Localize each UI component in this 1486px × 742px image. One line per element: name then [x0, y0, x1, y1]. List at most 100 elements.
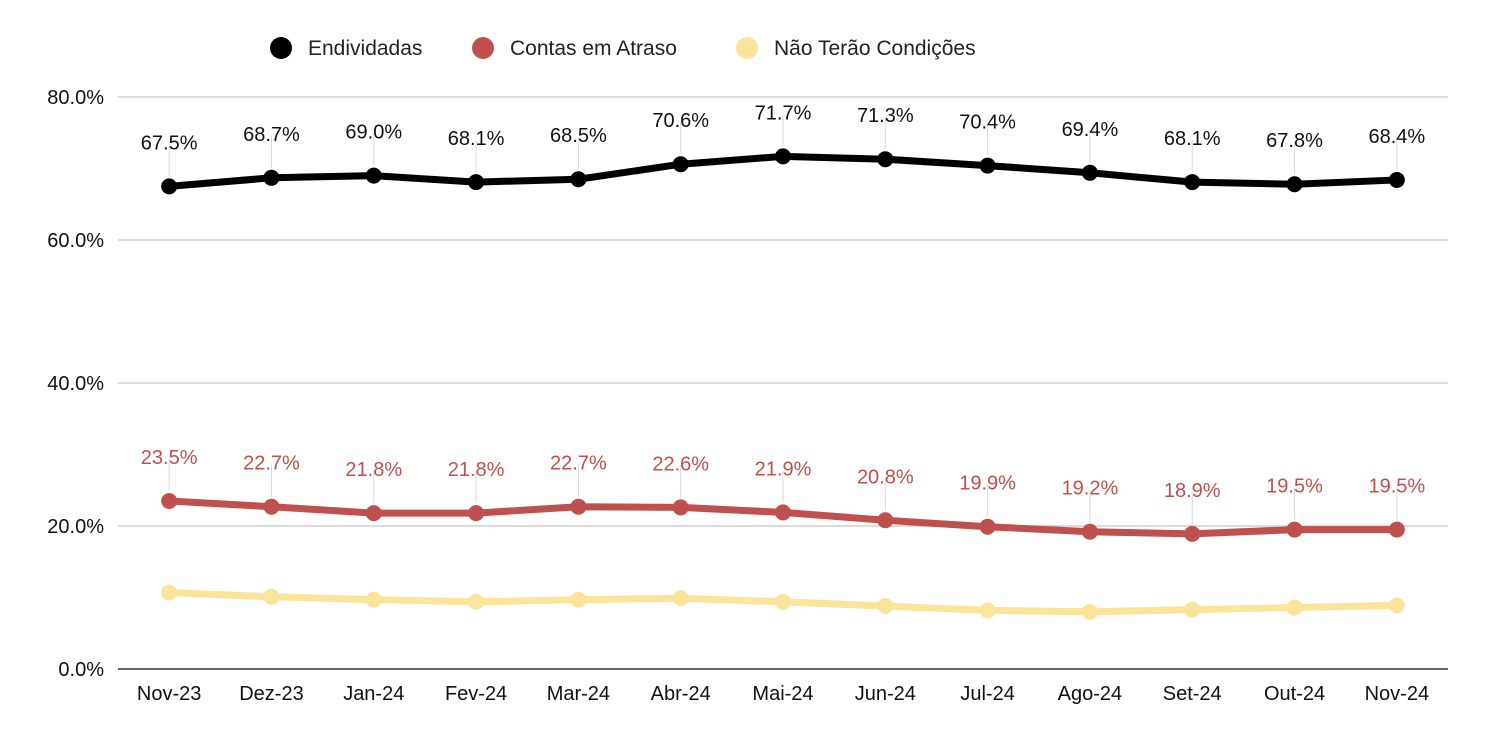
data-point [1081, 523, 1098, 540]
data-point [877, 598, 894, 615]
data-label: 70.6% [652, 110, 709, 132]
data-label: 69.4% [1062, 119, 1119, 141]
data-point [570, 498, 587, 515]
x-tick-label: Out-24 [1264, 683, 1325, 705]
data-label: 19.5% [1368, 476, 1425, 498]
legend-marker [736, 37, 758, 59]
data-point [570, 591, 587, 608]
data-label: 70.4% [959, 112, 1016, 134]
x-axis-ticks: Nov-23 Dez-23 Jan-24 Fev-24 Mar-24 Abr-24 Mai-… [137, 683, 1429, 705]
x-tick-label: Mai-24 [752, 683, 813, 705]
x-tick-label: Fev-24 [445, 683, 507, 705]
x-tick-label: Ago-24 [1058, 683, 1123, 705]
data-point [672, 590, 689, 607]
data-label: 21.8% [448, 459, 505, 481]
data-point [979, 157, 996, 174]
data-point [1388, 521, 1405, 538]
data-point [263, 498, 280, 515]
series-3 [161, 584, 1405, 620]
data-point [161, 492, 178, 509]
data-point [468, 593, 485, 610]
data-point [877, 512, 894, 529]
data-label: 21.9% [755, 458, 812, 480]
data-label: 22.6% [652, 453, 709, 475]
data-point [263, 588, 280, 605]
data-point [672, 499, 689, 516]
data-label: 19.2% [1062, 478, 1119, 500]
legend-item: Não Terão Condições [736, 37, 976, 60]
y-tick-label: 60.0% [47, 230, 104, 252]
data-point [775, 504, 791, 521]
data-label: 69.0% [345, 122, 402, 144]
legend-label: Não Terão Condições [774, 37, 976, 60]
data-point [1184, 525, 1201, 542]
y-axis-ticks: 0.0% 20.0% 40.0% 60.0% 80.0% [47, 87, 104, 681]
data-point [979, 518, 996, 535]
data-point [1184, 601, 1201, 618]
x-tick-label: Nov-24 [1365, 683, 1429, 705]
y-tick-label: 80.0% [47, 87, 104, 109]
data-label: 67.8% [1266, 130, 1323, 152]
y-tick-label: 0.0% [58, 659, 104, 681]
x-tick-label: Dez-23 [239, 683, 303, 705]
data-point [365, 167, 382, 184]
legend-item: Endividadas [270, 37, 422, 60]
series-1: 67.5% 68.7% 69.0% 68.1% 68.5% 70.6% 71.7% 71.3%… [141, 102, 1425, 195]
data-point [877, 151, 894, 168]
data-point [775, 148, 791, 165]
data-point [161, 584, 178, 601]
y-tick-label: 40.0% [47, 373, 104, 395]
x-tick-label: Nov-23 [137, 683, 201, 705]
data-label: 18.9% [1164, 480, 1221, 502]
data-point [979, 602, 996, 619]
data-point [161, 178, 178, 195]
legend-label: Endividadas [308, 37, 422, 60]
data-label: 71.7% [755, 102, 812, 124]
data-point [1286, 176, 1303, 193]
data-point [1184, 174, 1201, 191]
data-point [775, 593, 791, 610]
data-label: 20.8% [857, 466, 914, 488]
data-label: 71.3% [857, 105, 914, 127]
data-point [1286, 521, 1303, 538]
legend-item: Contas em Atraso [472, 37, 677, 60]
data-point [1081, 164, 1098, 181]
data-point [672, 156, 689, 173]
data-label: 68.1% [448, 128, 505, 150]
data-label: 68.5% [550, 125, 607, 147]
series-2: 23.5% 22.7% 21.8% 21.8% 22.7% 22.6% 21.9% 20.8%… [141, 447, 1425, 542]
data-point [1388, 171, 1405, 188]
x-tick-label: Jun-24 [855, 683, 916, 705]
series-group: 23.5% 22.7% 21.8% 21.8% 22.7% 22.6% 21.9% 20.8%… [141, 102, 1425, 620]
x-tick-label: Abr-24 [651, 683, 711, 705]
data-point [468, 174, 485, 191]
data-point [1286, 599, 1303, 616]
legend-marker [472, 37, 494, 59]
data-label: 23.5% [141, 447, 198, 469]
data-point [570, 171, 587, 188]
data-label: 21.8% [345, 459, 402, 481]
data-label: 22.7% [550, 453, 607, 475]
data-point [1081, 603, 1098, 620]
data-label: 19.9% [959, 473, 1016, 495]
data-point [468, 505, 485, 522]
legend: Endividadas Contas em Atraso Não Terão Con… [270, 37, 976, 60]
x-tick-label: Jan-24 [343, 683, 404, 705]
legend-label: Contas em Atraso [510, 37, 677, 60]
x-tick-label: Set-24 [1163, 683, 1222, 705]
gridlines [118, 96, 1448, 670]
data-label: 68.4% [1368, 126, 1425, 148]
data-point [365, 591, 382, 608]
data-point [1388, 597, 1405, 614]
data-label: 67.5% [141, 132, 198, 154]
data-label: 68.1% [1164, 128, 1221, 150]
data-point [263, 169, 280, 186]
data-point [365, 505, 382, 522]
data-label: 68.7% [243, 124, 300, 146]
x-tick-label: Mar-24 [547, 683, 610, 705]
data-label: 22.7% [243, 453, 300, 475]
data-label: 19.5% [1266, 476, 1323, 498]
x-tick-label: Jul-24 [960, 683, 1014, 705]
y-tick-label: 20.0% [47, 516, 104, 538]
